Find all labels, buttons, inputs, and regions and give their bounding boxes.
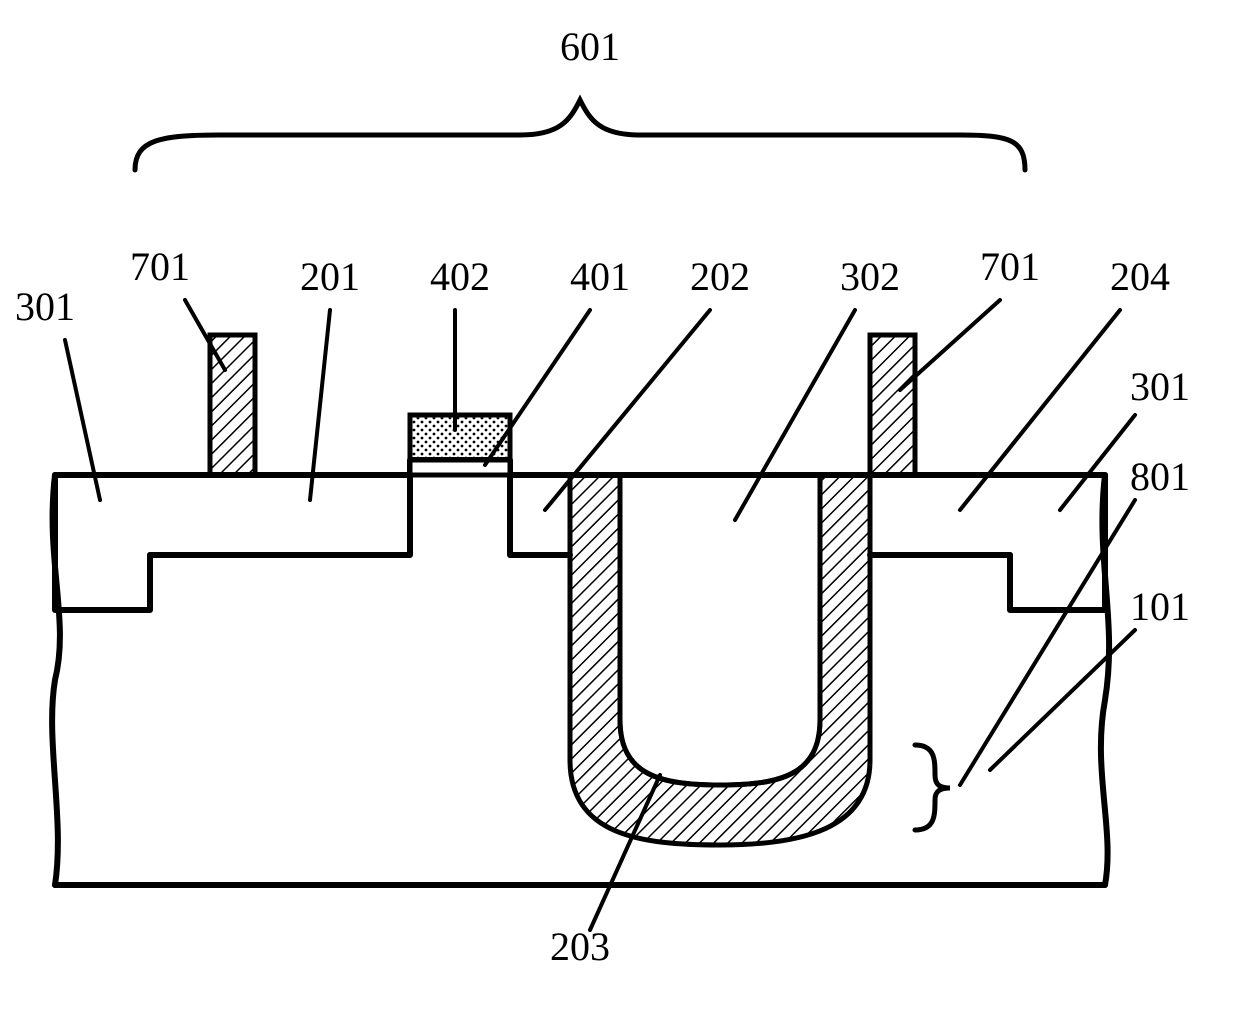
label-402: 402	[430, 254, 490, 299]
label-204: 204	[1110, 254, 1170, 299]
figure-diagram: 601 701 701 201 402 401 202 302 204 301 …	[0, 0, 1240, 1022]
label-201: 201	[300, 254, 360, 299]
trench-203	[570, 475, 870, 845]
bracket-801	[915, 745, 950, 830]
label-401: 401	[570, 254, 630, 299]
bracket-601	[135, 100, 1025, 170]
label-301-right: 301	[1130, 364, 1190, 409]
label-601: 601	[560, 24, 620, 69]
trench-fill-302	[620, 475, 820, 785]
pillar-701-right	[870, 335, 915, 475]
label-801: 801	[1130, 454, 1190, 499]
label-203: 203	[550, 924, 610, 969]
label-302: 302	[840, 254, 900, 299]
label-101: 101	[1130, 584, 1190, 629]
label-701-left: 701	[130, 244, 190, 289]
label-301-left: 301	[15, 284, 75, 329]
gate-stack	[410, 415, 510, 475]
label-202: 202	[690, 254, 750, 299]
label-701-right: 701	[980, 244, 1040, 289]
